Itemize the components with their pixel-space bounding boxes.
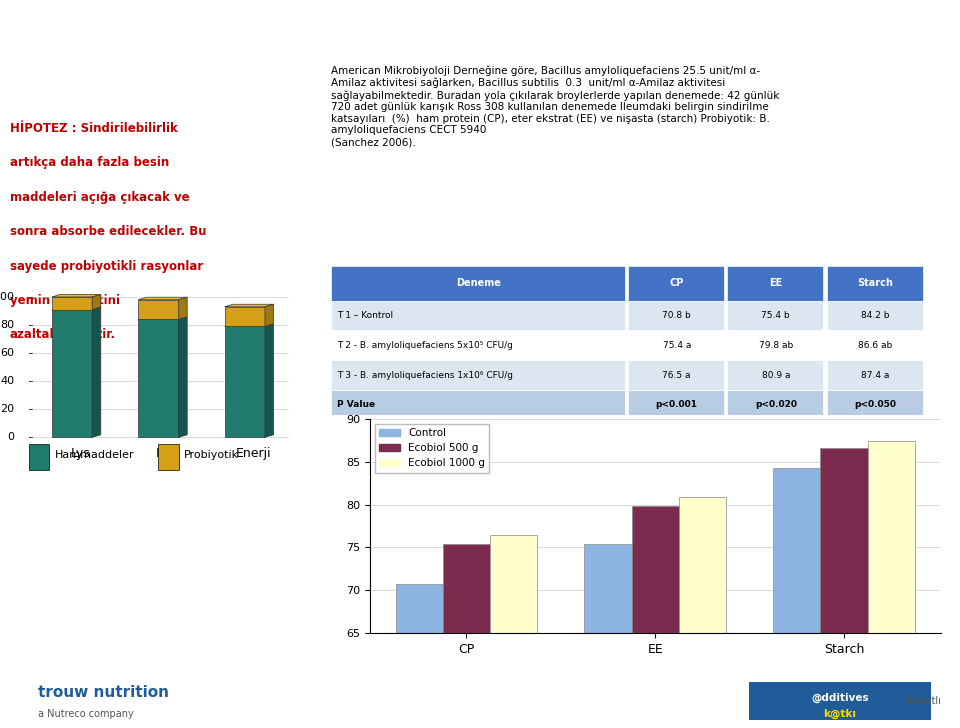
Bar [728,390,824,419]
Bar [629,301,725,331]
Text: 84.2 b: 84.2 b [860,311,889,320]
Text: CP: CP [669,279,684,288]
Polygon shape [265,324,274,438]
Polygon shape [225,326,265,438]
Text: 40: 40 [0,376,14,386]
Polygon shape [52,309,92,438]
Text: sayede probiyotikli rasyonlar: sayede probiyotikli rasyonlar [10,260,203,272]
Bar [632,506,679,728]
Text: trouw nutrition: trouw nutrition [38,685,169,700]
Text: Enzimatik Aktivite ve HİPOTEZ....: Enzimatik Aktivite ve HİPOTEZ.... [349,25,686,44]
Text: 80.9 a: 80.9 a [761,371,790,379]
Bar [158,444,179,470]
Bar [331,360,625,390]
Bar [331,301,625,331]
Text: yemin maliyetini: yemin maliyetini [10,294,120,307]
Text: sonra absorbe edilecekler. Bu: sonra absorbe edilecekler. Bu [10,225,206,238]
Text: 70.8 b: 70.8 b [662,311,691,320]
Polygon shape [225,304,274,306]
Bar [629,331,725,360]
Text: 0: 0 [8,432,14,443]
Polygon shape [179,297,187,320]
Bar [443,544,490,728]
Polygon shape [138,300,179,320]
Text: 75.4 a: 75.4 a [662,341,691,350]
Text: Hammaddeler: Hammaddeler [55,450,134,460]
Polygon shape [225,324,274,326]
Text: P Value: P Value [337,400,375,409]
Bar [490,534,538,728]
Legend: Control, Ecobiol 500 g, Ecobiol 1000 g: Control, Ecobiol 500 g, Ecobiol 1000 g [374,424,490,472]
Text: Met: Met [156,447,179,460]
Text: 20: 20 [0,404,14,414]
Text: 79.8 ab: 79.8 ab [758,341,793,350]
Polygon shape [52,297,92,309]
Bar [728,301,824,331]
Bar [728,331,824,360]
Text: p<0.001: p<0.001 [656,400,698,409]
Bar [331,331,625,360]
Text: Kanatlı: Kanatlı [907,696,941,705]
Bar [331,266,625,301]
Bar [773,468,821,728]
Bar [629,360,725,390]
Text: azaltabilecektir.: azaltabilecektir. [10,328,116,341]
Polygon shape [92,307,101,438]
Polygon shape [265,304,274,326]
Polygon shape [138,320,179,438]
Text: p<0.050: p<0.050 [853,400,896,409]
Text: maddeleri açığa çıkacak ve: maddeleri açığa çıkacak ve [10,191,189,204]
Bar [749,681,931,720]
Bar [585,544,632,728]
Text: T 1 – Kontrol: T 1 – Kontrol [337,311,394,320]
Text: 80: 80 [0,320,14,330]
Text: T 3 - B. amyloliquefaciens 1x10⁶ CFU/g: T 3 - B. amyloliquefaciens 1x10⁶ CFU/g [337,371,514,379]
Polygon shape [179,317,187,438]
Bar [679,496,726,728]
Bar [821,448,868,728]
Text: American Mikrobiyoloji Derneğine göre, Bacillus amyloliquefaciens 25.5 unit/ml α: American Mikrobiyoloji Derneğine göre, B… [331,66,780,147]
Bar [728,266,824,301]
Polygon shape [138,317,187,320]
Text: Starch: Starch [857,279,893,288]
Bar [629,390,725,419]
Polygon shape [92,294,101,309]
Text: 60: 60 [0,348,14,358]
Text: 86.6 ab: 86.6 ab [857,341,892,350]
Bar [827,266,923,301]
Text: 100: 100 [0,292,14,302]
Bar [629,266,725,301]
Text: Probiyotik: Probiyotik [184,450,239,460]
Text: 75.4 b: 75.4 b [761,311,790,320]
Bar [728,360,824,390]
Bar [331,390,625,419]
Bar [29,444,49,470]
Text: 87.4 a: 87.4 a [861,371,889,379]
Text: Lys: Lys [71,447,90,460]
Bar [827,390,923,419]
Polygon shape [52,294,101,297]
Text: p<0.020: p<0.020 [755,400,797,409]
Text: 76.5 a: 76.5 a [662,371,691,379]
Text: EE: EE [769,279,782,288]
Polygon shape [225,306,265,326]
Text: k@tkı: k@tkı [824,709,856,719]
Text: @dditives: @dditives [811,693,869,703]
Bar [827,360,923,390]
Bar [868,441,915,728]
Text: HİPOTEZ : Sindirilebilirlik: HİPOTEZ : Sindirilebilirlik [10,122,178,135]
Text: Deneme: Deneme [456,279,501,288]
Bar [396,584,443,728]
Text: a Nutreco company: a Nutreco company [38,709,134,719]
Bar [827,301,923,331]
Polygon shape [52,307,101,309]
Text: T 2 - B. amyloliquefaciens 5x10⁵ CFU/g: T 2 - B. amyloliquefaciens 5x10⁵ CFU/g [337,341,514,350]
Text: Enerji: Enerji [235,447,272,460]
Polygon shape [138,297,187,300]
Bar [827,331,923,360]
Text: artıkça daha fazla besin: artıkça daha fazla besin [10,157,169,170]
